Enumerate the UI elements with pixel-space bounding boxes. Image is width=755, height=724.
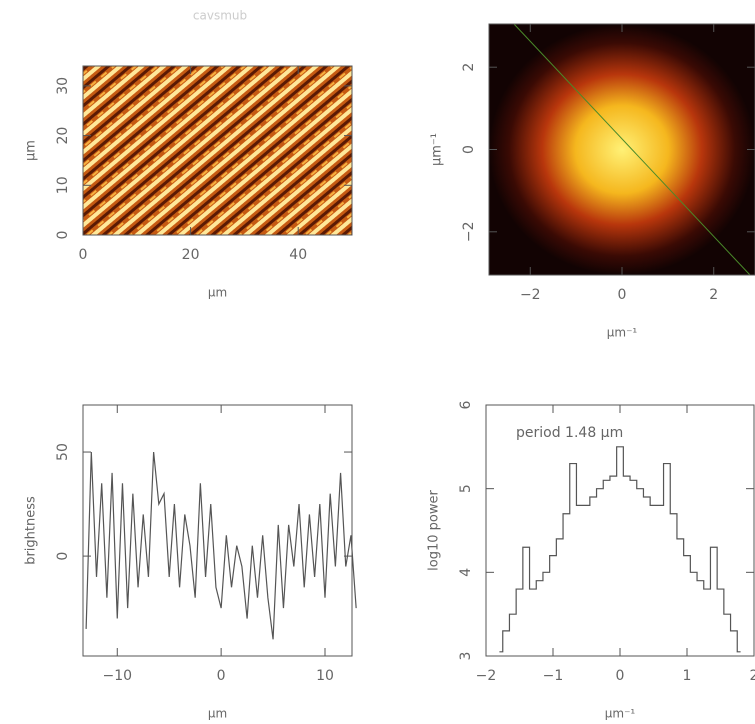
x-tick-label: −2 [520,287,541,303]
x-tick-label: 10 [316,668,334,684]
plot-frame [82,404,353,657]
y-tick-label: 3 [458,652,474,661]
x-tick-label: −1 [543,668,564,684]
x-tick-label: 0 [79,247,88,263]
x-tick-label: 2 [750,668,755,684]
y-tick-label: 30 [55,77,71,95]
data-line [499,446,741,653]
y-tick-label: 2 [461,63,477,72]
cut-line [513,23,751,276]
image [83,66,352,235]
x-tick-label: 2 [709,287,718,303]
plot-frame [485,404,755,657]
y-tick-label: 50 [55,443,71,461]
annotation: period 1.48 μm [516,425,623,441]
x-tick-label: −2 [476,668,497,684]
x-tick-label: −10 [103,668,133,684]
x-tick-label: 0 [616,668,625,684]
x-tick-label: 0 [618,287,627,303]
y-tick-label: 4 [458,568,474,577]
y-tick-label: −2 [461,221,477,242]
x-axis-label: μm [208,707,227,721]
y-tick-label: 20 [55,127,71,145]
x-tick-label: 20 [182,247,200,263]
x-tick-label: 40 [289,247,307,263]
y-tick-label: 0 [55,231,71,240]
y-axis-label: μm [24,140,39,161]
y-axis-label: μm⁻¹ [430,133,445,166]
y-axis-label: log10 power [427,490,442,571]
y-tick-label: 5 [458,484,474,493]
y-tick-label: 0 [55,552,71,561]
y-axis-label: brightness [24,496,39,565]
plot-frame [82,65,353,236]
x-tick-label: 0 [217,668,226,684]
x-tick-label: 1 [683,668,692,684]
chart-title: cavsmub [193,9,247,23]
x-axis-label: μm [208,286,227,300]
y-tick-label: 10 [55,176,71,194]
y-tick-label: 0 [461,145,477,154]
data-line [85,451,357,640]
x-axis-label: μm⁻¹ [607,326,638,340]
y-tick-label: 6 [458,400,474,409]
x-axis-label: μm⁻¹ [605,707,636,721]
